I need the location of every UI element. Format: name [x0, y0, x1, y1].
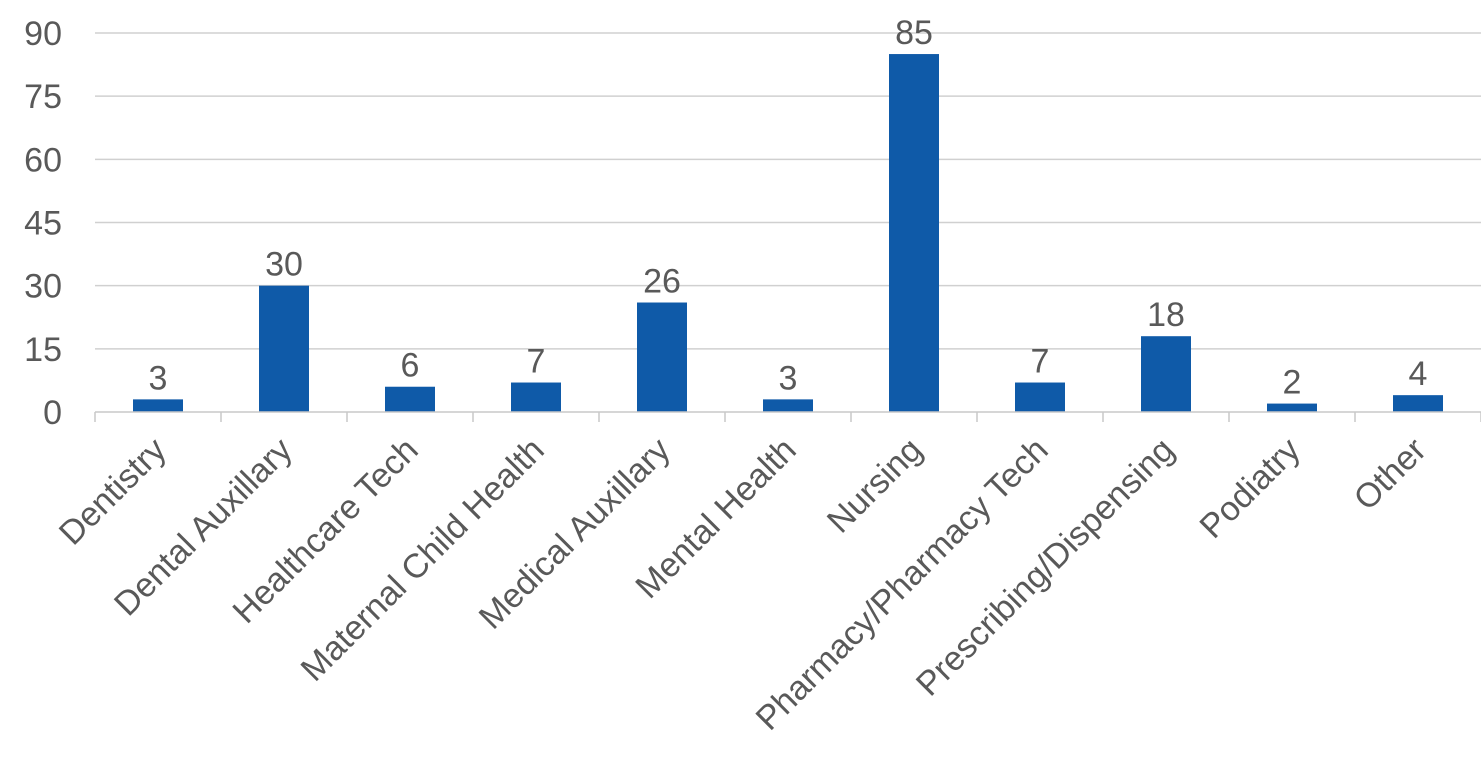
data-label: 7 [1031, 343, 1050, 381]
x-category-label: Nursing [820, 431, 930, 541]
data-label: 4 [1409, 355, 1428, 393]
x-category-label: Other [1347, 431, 1434, 518]
bar [1393, 395, 1443, 412]
data-labels: 3 30 6 7 26 3 85 7 18 2 4 [149, 14, 1428, 402]
bar [1015, 382, 1065, 412]
x-category-label: Prescribing/Dispensing [909, 431, 1182, 704]
y-tick-label: 15 [24, 331, 62, 369]
y-tick-label: 0 [43, 394, 62, 432]
bar [385, 386, 435, 412]
data-label: 3 [779, 359, 798, 397]
y-tick-label: 90 [24, 15, 62, 53]
y-tick-label: 60 [24, 141, 62, 179]
data-label: 7 [527, 343, 546, 381]
bar [1141, 336, 1191, 412]
data-label: 2 [1283, 364, 1302, 402]
bar [259, 285, 309, 412]
x-category-label: Podiatry [1193, 431, 1308, 546]
y-tick-label: 45 [24, 205, 62, 243]
x-category-label: Dentistry [52, 431, 174, 553]
y-tick-label: 75 [24, 78, 62, 116]
data-label: 6 [401, 347, 420, 385]
x-category-label: Maternal Child Health [294, 431, 552, 689]
bar [889, 54, 939, 413]
bars [133, 54, 1443, 413]
bar [637, 302, 687, 412]
x-axis [94, 411, 1481, 422]
data-label: 85 [895, 14, 933, 52]
bar [511, 382, 561, 412]
data-label: 26 [643, 263, 681, 301]
data-label: 18 [1147, 296, 1185, 334]
bar [1267, 403, 1317, 412]
y-tick-label: 30 [24, 268, 62, 306]
y-axis-tick-labels: 0 15 30 45 60 75 90 [24, 15, 62, 432]
data-label: 3 [149, 359, 168, 397]
gridlines [95, 32, 1481, 350]
data-label: 30 [265, 246, 303, 284]
bar [133, 399, 183, 412]
bar [763, 399, 813, 412]
